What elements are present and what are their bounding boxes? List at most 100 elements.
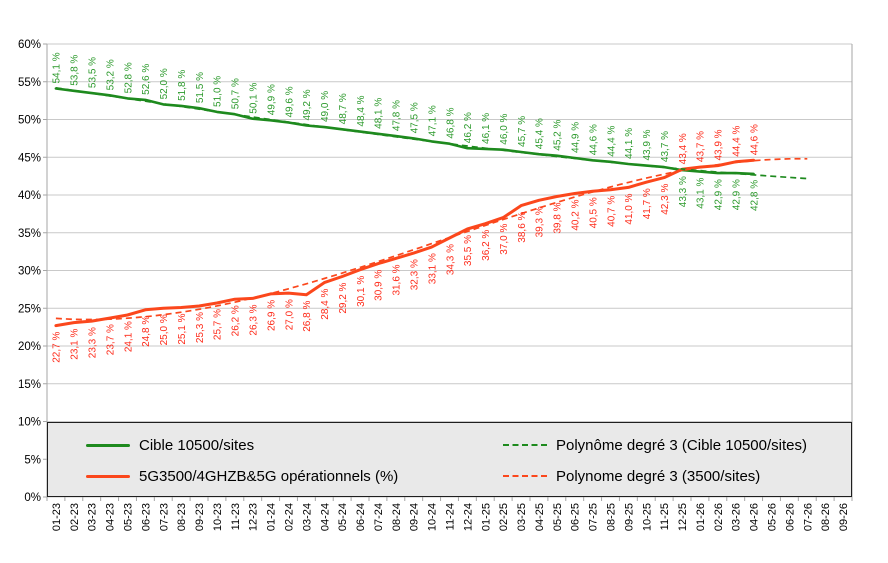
data-label-1: 29,2 % <box>338 282 349 313</box>
data-label-0: 44,4 % <box>606 126 617 157</box>
data-label-1: 23,3 % <box>88 327 99 358</box>
x-tick-label: 12-25 <box>677 503 689 531</box>
y-tick-label: 40% <box>18 190 41 202</box>
data-label-0: 44,1 % <box>624 128 635 159</box>
x-tick-label: 06-24 <box>355 503 367 531</box>
data-label-0: 48,4 % <box>356 95 367 126</box>
data-label-1: 25,3 % <box>195 312 206 343</box>
data-label-0: 50,7 % <box>231 78 242 109</box>
cible-solid-line-swatch-icon <box>86 443 130 447</box>
data-label-1: 34,3 % <box>445 244 456 275</box>
data-label-0: 49,0 % <box>320 91 331 122</box>
data-label-1: 30,9 % <box>374 270 385 301</box>
x-tick-label: 03-23 <box>87 503 99 531</box>
x-tick-label: 10-25 <box>641 503 653 531</box>
x-tick-label: 07-23 <box>158 503 170 531</box>
data-label-0: 46,1 % <box>481 113 492 144</box>
x-tick-label: 04-24 <box>319 503 331 531</box>
y-tick-label: 15% <box>18 379 41 391</box>
x-tick-label: 02-26 <box>713 503 725 531</box>
data-label-0: 49,6 % <box>284 86 295 117</box>
cible-dashed-trend-swatch-icon <box>503 444 547 446</box>
y-tick-label: 60% <box>18 39 41 51</box>
data-label-1: 23,1 % <box>70 328 81 359</box>
data-label-1: 38,6 % <box>517 211 528 242</box>
x-tick-label: 09-26 <box>838 503 850 531</box>
x-tick-label: 07-25 <box>588 503 600 531</box>
x-tick-label: 01-25 <box>480 503 492 531</box>
data-label-1: 39,3 % <box>535 206 546 237</box>
data-label-1: 24,8 % <box>141 316 152 347</box>
x-tick-label: 03-25 <box>516 503 528 531</box>
x-tick-label: 11-24 <box>445 503 457 530</box>
x-tick-label: 01-23 <box>51 503 63 531</box>
trend-lines <box>55 86 808 321</box>
data-label-0: 51,8 % <box>177 70 188 101</box>
series-line-1 <box>54 158 756 328</box>
trend-line-0 <box>55 86 808 180</box>
x-tick-label: 06-26 <box>784 503 796 531</box>
data-label-0: 47,1 % <box>427 105 438 136</box>
data-label-0: 43,9 % <box>642 129 653 160</box>
data-label-0: 43,7 % <box>660 131 671 162</box>
legend-item-cible: Cible 10500/sites <box>86 435 254 455</box>
legend-item-trend-5g: Polynome degré 3 (3500/sites) <box>503 466 760 486</box>
data-label-1: 42,3 % <box>660 184 671 215</box>
x-tick-label: 02-23 <box>69 503 81 531</box>
data-label-0: 45,4 % <box>535 118 546 149</box>
legend-item-5g: 5G3500/4GHZB&5G opérationnels (%) <box>86 466 398 486</box>
x-tick-label: 05-23 <box>123 503 135 531</box>
data-label-1: 28,4 % <box>320 288 331 319</box>
data-label-0: 46,0 % <box>499 113 510 144</box>
data-label-1: 23,7 % <box>105 324 116 355</box>
5g-dashed-trend-swatch-icon <box>503 475 547 477</box>
data-label-0: 45,7 % <box>517 116 528 147</box>
x-tick-label: 10-23 <box>212 503 224 531</box>
x-tick-label: 03-24 <box>301 503 313 531</box>
x-tick-label: 06-25 <box>570 503 582 531</box>
data-label-1: 24,1 % <box>123 321 134 352</box>
x-axis-labels: 01-23 02-23 03-23 04-23 05-23 06-23 07-23 08-23… <box>51 503 850 531</box>
data-label-1: 37,0 % <box>499 224 510 255</box>
data-label-0: 53,5 % <box>88 57 99 88</box>
5g-solid-line-swatch-icon <box>86 474 130 478</box>
y-tick-label: 35% <box>18 228 41 240</box>
data-label-0: 42,9 % <box>714 179 725 210</box>
data-label-1: 43,4 % <box>678 133 689 164</box>
data-label-1: 40,5 % <box>588 197 599 228</box>
data-label-1: 27,0 % <box>284 299 295 330</box>
x-tick-label: 06-23 <box>140 503 152 531</box>
x-tick-label: 10-24 <box>427 503 439 531</box>
data-label-0: 53,2 % <box>105 59 116 90</box>
y-tick-label: 55% <box>18 77 41 89</box>
x-tick-label: 08-26 <box>820 503 832 531</box>
x-tick-label: 07-26 <box>802 503 814 531</box>
data-label-0: 49,9 % <box>266 84 277 115</box>
data-label-0: 52,6 % <box>141 64 152 95</box>
legend-label-5g: 5G3500/4GHZB&5G opérationnels (%) <box>139 467 399 485</box>
y-tick-label: 20% <box>18 341 41 353</box>
x-tick-label: 04-23 <box>105 503 117 531</box>
data-label-0: 50,1 % <box>249 83 260 114</box>
data-label-1: 25,1 % <box>177 313 188 344</box>
legend-label-trend-cible: Polynôme degré 3 (Cible 10500/sites) <box>556 436 807 454</box>
data-label-1: 30,1 % <box>356 276 367 307</box>
data-label-1: 43,7 % <box>696 131 707 162</box>
data-label-1: 36,2 % <box>481 230 492 261</box>
x-tick-label: 09-23 <box>194 503 206 531</box>
y-tick-label: 25% <box>18 303 41 315</box>
x-tick-label: 03-26 <box>731 503 743 531</box>
data-label-1: 40,2 % <box>571 199 582 230</box>
x-tick-label: 02-25 <box>498 503 510 531</box>
data-label-0: 48,7 % <box>338 93 349 124</box>
data-label-0: 47,8 % <box>392 100 403 131</box>
data-label-0: 42,8 % <box>749 180 760 211</box>
data-label-0: 42,9 % <box>732 179 743 210</box>
x-tick-label: 02-24 <box>284 503 296 531</box>
x-tick-label: 08-24 <box>391 503 403 531</box>
x-tick-label: 12-24 <box>462 503 474 531</box>
data-label-1: 25,0 % <box>159 314 170 345</box>
chart-legend: Cible 10500/sites 5G3500/4GHZB&5G opérat… <box>47 422 852 497</box>
